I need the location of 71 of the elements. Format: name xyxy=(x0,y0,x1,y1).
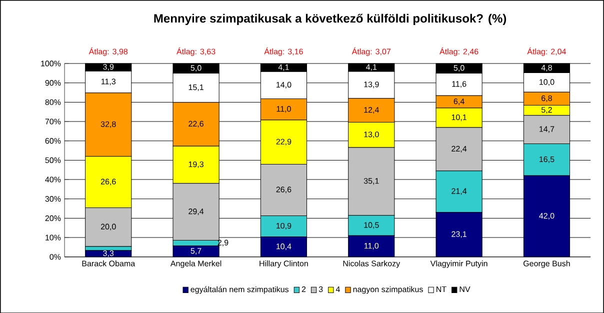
data-label: 11,6 xyxy=(452,80,466,88)
data-label: 29,4 xyxy=(188,208,204,215)
y-tick-label: 90% xyxy=(45,80,61,86)
legend-label: 3 xyxy=(318,286,323,292)
data-label: 12,4 xyxy=(364,106,379,114)
legend-label: egyáltalán nem szimpatikus xyxy=(190,286,289,294)
data-label: 10,4 xyxy=(276,243,292,250)
data-label: 19,3 xyxy=(188,161,204,168)
text: Átlag: 3,63 xyxy=(176,47,216,56)
legend-label: NT xyxy=(436,286,446,292)
data-label: 13,0 xyxy=(364,131,379,138)
data-label: 20,0 xyxy=(100,224,116,230)
data-label: 21,4 xyxy=(452,188,467,195)
y-tick-label: 10% xyxy=(46,234,61,240)
legend-label: 4 xyxy=(336,286,340,292)
data-label: 10,9 xyxy=(276,222,292,230)
data-label: 26,6 xyxy=(276,186,292,194)
data-label: 10,5 xyxy=(364,222,379,229)
text: Átlag: 3,07 xyxy=(352,47,391,56)
data-label: 4,1 xyxy=(278,64,289,71)
data-label: 10,0 xyxy=(540,78,554,86)
y-tick-label: 100% xyxy=(41,60,61,66)
data-label: 13,9 xyxy=(364,81,379,88)
data-label: 14,0 xyxy=(276,82,292,88)
chart-title: Mennyire szimpatikusak a következő külföldi politikusok? (%) xyxy=(154,14,506,25)
y-tick-label: 30% xyxy=(45,196,61,202)
data-label: 5,7 xyxy=(190,248,202,254)
data-label: 4,1 xyxy=(366,64,377,71)
data-label: 22,4 xyxy=(452,146,467,152)
data-label: 5,0 xyxy=(190,64,202,72)
text: Átlag: 2,04 xyxy=(527,47,566,56)
x-tick-label: Angela Merkel xyxy=(170,260,222,268)
data-label: 32,8 xyxy=(100,121,116,128)
data-label: 15,1 xyxy=(188,84,204,91)
data-label: 16,5 xyxy=(540,156,554,163)
data-label: 26,6 xyxy=(100,178,116,186)
data-label: 11,0 xyxy=(364,242,379,250)
y-tick-label: 20% xyxy=(45,215,61,221)
x-tick-label: Barack Obama xyxy=(82,260,136,266)
data-label: 6,8 xyxy=(542,95,552,102)
y-tick-label: 80% xyxy=(45,99,61,105)
x-tick-label: George Bush xyxy=(524,260,570,268)
x-tick-label: Hillary Clinton xyxy=(260,260,308,268)
text: Átlag: 3,98 xyxy=(88,47,128,56)
data-label: 42,0 xyxy=(539,212,554,220)
data-label: 35,1 xyxy=(364,178,379,184)
data-label: 4,8 xyxy=(541,64,552,72)
x-tick-label: Nicolas Sarkozy xyxy=(343,260,400,268)
y-tick-label: 40% xyxy=(45,176,61,182)
data-label: 22,6 xyxy=(188,120,204,128)
y-tick-label: 60% xyxy=(45,138,61,144)
text: Átlag: 3,16 xyxy=(264,47,303,56)
data-label: 5,2 xyxy=(541,106,552,114)
legend-label: 2 xyxy=(302,286,306,292)
y-tick-label: 70% xyxy=(45,118,61,124)
x-tick-label: Vlagyimir Putyin xyxy=(430,260,488,268)
data-label: 3,9 xyxy=(103,64,114,70)
data-label: 11,0 xyxy=(276,106,291,112)
y-tick-label: 50% xyxy=(45,157,61,163)
legend-label: nagyon szimpatikus xyxy=(353,286,423,294)
data-label: 11,3 xyxy=(101,78,116,86)
data-label: 5,0 xyxy=(454,64,464,72)
data-label: 23,1 xyxy=(452,231,466,238)
data-label: 6,4 xyxy=(454,98,464,105)
data-label: 3,3 xyxy=(103,250,114,257)
text: Átlag: 2,46 xyxy=(440,47,478,56)
data-label: 14,7 xyxy=(540,126,554,133)
legend-label: NV xyxy=(460,286,470,292)
data-label: 22,9 xyxy=(276,138,292,146)
y-tick-label: 0% xyxy=(50,254,61,260)
data-label: 10,1 xyxy=(452,114,466,121)
